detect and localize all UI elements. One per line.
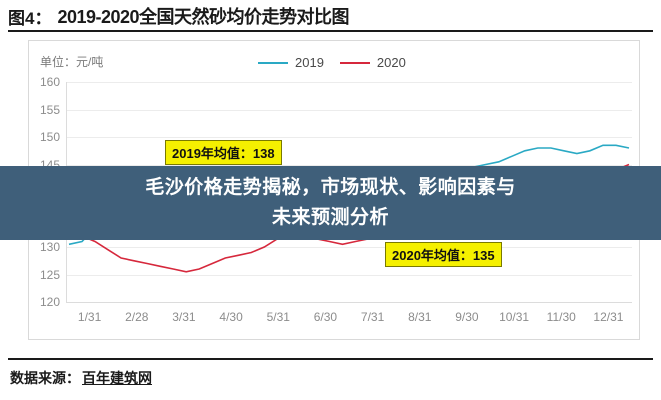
chart-legend: 2019 2020 <box>258 55 406 70</box>
title-divider <box>8 30 653 32</box>
x-axis-tick-label: 4/30 <box>219 310 243 324</box>
gridline <box>66 137 632 138</box>
footer-divider <box>8 358 653 360</box>
legend-item-2019: 2019 <box>258 55 324 70</box>
annotation-2020-mean: 2020年均值：135 <box>385 242 502 267</box>
y-axis-tick-label: 150 <box>39 130 60 144</box>
x-axis-tick-label: 8/31 <box>408 310 432 324</box>
source-prefix: 数据来源： <box>10 370 80 386</box>
x-axis-tick-label: 10/31 <box>499 310 530 324</box>
unit-label: 单位：元/吨 <box>40 55 104 69</box>
x-axis-line <box>66 302 632 303</box>
figure-label: 图4： <box>8 8 52 28</box>
overlay-line-1: 毛沙价格走势揭秘，市场现状、影响因素与 <box>145 177 516 198</box>
gridline <box>66 274 632 276</box>
figure-title: 2019-2020全国天然砂均价走势对比图 <box>57 7 350 27</box>
x-axis-tick-label: 12/31 <box>593 310 624 324</box>
x-axis-tick-label: 5/31 <box>266 310 290 324</box>
source-row: 数据来源： 百年建筑网 <box>10 368 152 388</box>
x-axis-tick-label: 3/31 <box>172 310 196 324</box>
source-name: 百年建筑网 <box>82 370 152 386</box>
legend-swatch-2020 <box>339 61 370 64</box>
x-axis-tick-label: 11/30 <box>546 310 576 324</box>
overlay-line-2: 未来预测分析 <box>271 207 389 228</box>
y-axis-tick-label: 120 <box>39 295 60 309</box>
legend-item-2020: 2020 <box>339 55 406 70</box>
gridline <box>66 247 632 248</box>
gridline <box>66 109 632 111</box>
x-axis-tick-label: 9/30 <box>455 310 479 324</box>
x-axis-tick-label: 6/30 <box>313 310 338 324</box>
annotation-2019-mean: 2019年均值：138 <box>165 140 282 165</box>
chart-title-row: 图4： 2019-2020全国天然砂均价走势对比图 <box>8 2 653 30</box>
x-axis-tick-label: 7/31 <box>360 310 385 324</box>
y-axis-tick-label: 155 <box>39 102 60 117</box>
legend-label-2019: 2019 <box>295 55 324 70</box>
legend-swatch-2019 <box>258 61 288 64</box>
y-axis-tick-label: 160 <box>39 75 60 89</box>
legend-label-2020: 2020 <box>376 55 406 70</box>
y-axis-tick-label: 130 <box>39 240 60 254</box>
x-axis-tick-label: 1/31 <box>77 310 102 324</box>
gridline <box>66 164 632 166</box>
y-axis-tick-label: 125 <box>39 267 60 282</box>
x-axis-tick-label: 2/28 <box>125 310 149 324</box>
gridline <box>66 82 632 83</box>
article-title-overlay: 毛沙价格走势揭秘，市场现状、影响因素与 未来预测分析 <box>0 166 661 240</box>
